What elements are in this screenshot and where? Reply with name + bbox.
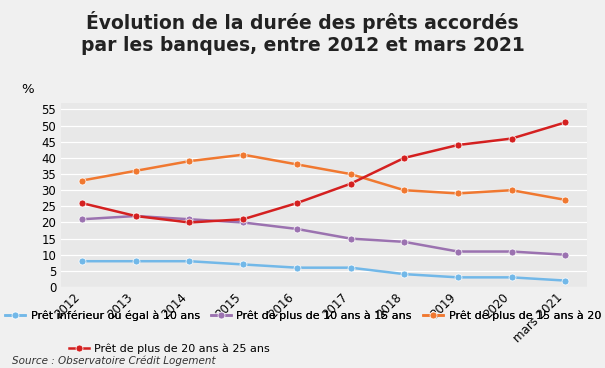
Text: %: % <box>21 83 34 96</box>
Legend: Prêt inférieur ou égal à 10 ans, Prêt de plus de 10 ans à 15 ans, Prêt de plus d: Prêt inférieur ou égal à 10 ans, Prêt de… <box>1 306 605 326</box>
Legend: Prêt de plus de 20 ans à 25 ans: Prêt de plus de 20 ans à 25 ans <box>64 339 275 359</box>
Text: Source : Observatoire Crédit Logement: Source : Observatoire Crédit Logement <box>12 355 216 366</box>
Text: Évolution de la durée des prêts accordés
par les banques, entre 2012 et mars 202: Évolution de la durée des prêts accordés… <box>80 11 525 55</box>
